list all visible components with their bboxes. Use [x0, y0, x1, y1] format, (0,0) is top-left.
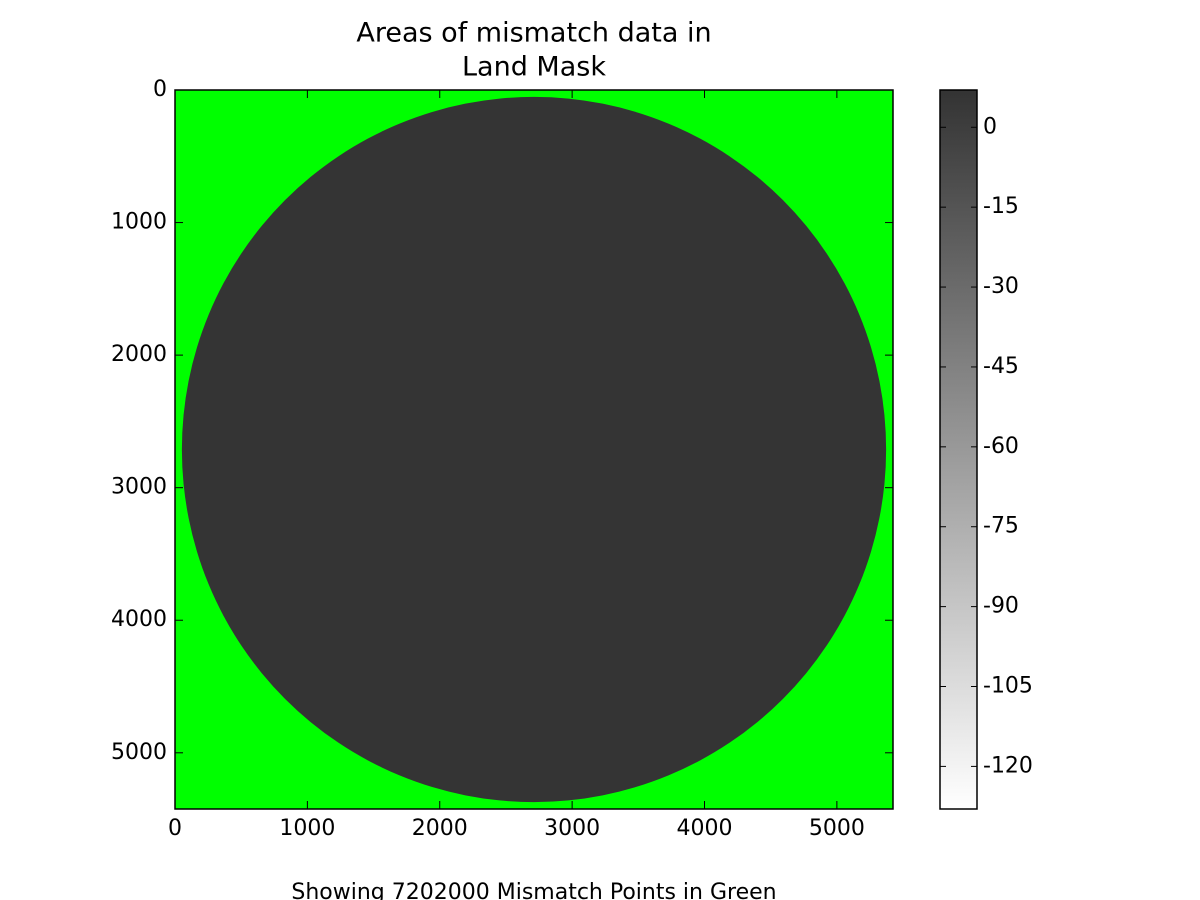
- colorbar-tick-label: -105: [983, 674, 1033, 699]
- colorbar-tick-label: -120: [983, 753, 1033, 778]
- axes-frame: [174, 89, 894, 810]
- colorbar-tick-label: -60: [983, 434, 1019, 459]
- y-tick-label: 1000: [111, 210, 167, 235]
- y-tick-label: 4000: [111, 607, 167, 632]
- y-tick-label: 2000: [111, 342, 167, 367]
- x-tick-label: 4000: [676, 816, 732, 841]
- y-tick-label: 0: [153, 77, 167, 102]
- colorbar-tick-label: -45: [983, 354, 1019, 379]
- colorbar-tick-label: -90: [983, 594, 1019, 619]
- x-tick-label: 2000: [412, 816, 468, 841]
- colorbar-tick-label: -15: [983, 194, 1019, 219]
- chart-title: Areas of mismatch data in: [356, 18, 711, 49]
- earth-disk: [181, 96, 887, 803]
- x-tick-label: 1000: [279, 816, 335, 841]
- colorbar-tick-label: -75: [983, 514, 1019, 539]
- colorbar-tick-label: 0: [983, 114, 997, 139]
- x-tick-label: 0: [168, 816, 182, 841]
- chart-title: Land Mask: [462, 52, 606, 83]
- x-tick-label: 5000: [809, 816, 865, 841]
- x-axis-label: Showing 7202000 Mismatch Points in Green: [291, 880, 776, 900]
- x-tick-label: 3000: [544, 816, 600, 841]
- colorbar: [939, 89, 978, 810]
- y-tick-label: 5000: [111, 740, 167, 765]
- colorbar-tick-label: -30: [983, 274, 1019, 299]
- y-tick-label: 3000: [111, 475, 167, 500]
